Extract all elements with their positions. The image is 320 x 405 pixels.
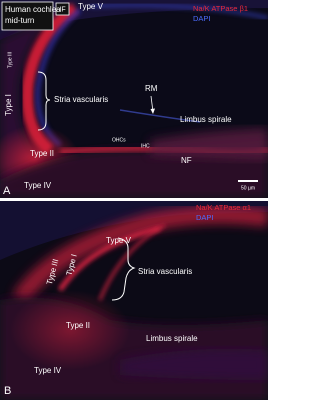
- annotation: NF: [181, 156, 192, 165]
- annotation: Type V: [106, 236, 132, 245]
- stain-label: Na/K ATPase α1: [196, 203, 251, 212]
- bracket: [37, 71, 51, 131]
- title-box: [1, 1, 54, 31]
- annotation: Type II: [66, 321, 90, 330]
- annotation: Stria vascularis: [138, 267, 192, 276]
- annotation: Type IV: [34, 366, 62, 375]
- panel-label: A: [3, 185, 11, 197]
- bracket: [111, 237, 136, 301]
- panel-b-image: [0, 201, 268, 400]
- stain-label: DAPI: [193, 14, 211, 23]
- annotation: Type V: [78, 2, 104, 11]
- panel-label: B: [4, 385, 11, 397]
- method: IF: [59, 6, 65, 13]
- panel-a-image: [0, 0, 268, 198]
- title-line: Human cochlea: [5, 5, 61, 14]
- title-line: mid-turn: [5, 16, 34, 25]
- scale-bar-label: 50 µm: [241, 185, 255, 191]
- stain-label: Na/K ATPase β1: [193, 4, 248, 13]
- scale-bar: [238, 180, 258, 182]
- annotation: RM: [145, 84, 158, 93]
- annotation: Type III: [7, 52, 13, 68]
- annotation: Type I: [4, 94, 13, 116]
- annotation: Type IV: [24, 181, 52, 190]
- annotation: IHC: [141, 143, 150, 149]
- annotation: OHCs: [112, 137, 126, 143]
- annotation: Type II: [30, 149, 54, 158]
- annotation: Limbus spirale: [180, 115, 232, 124]
- method-box: [55, 2, 70, 16]
- arrow-head: [150, 108, 155, 114]
- stain-label: DAPI: [196, 213, 214, 222]
- separator: [0, 198, 268, 201]
- annotation: Stria vascularis: [54, 95, 108, 104]
- annotation: Limbus spirale: [146, 334, 198, 343]
